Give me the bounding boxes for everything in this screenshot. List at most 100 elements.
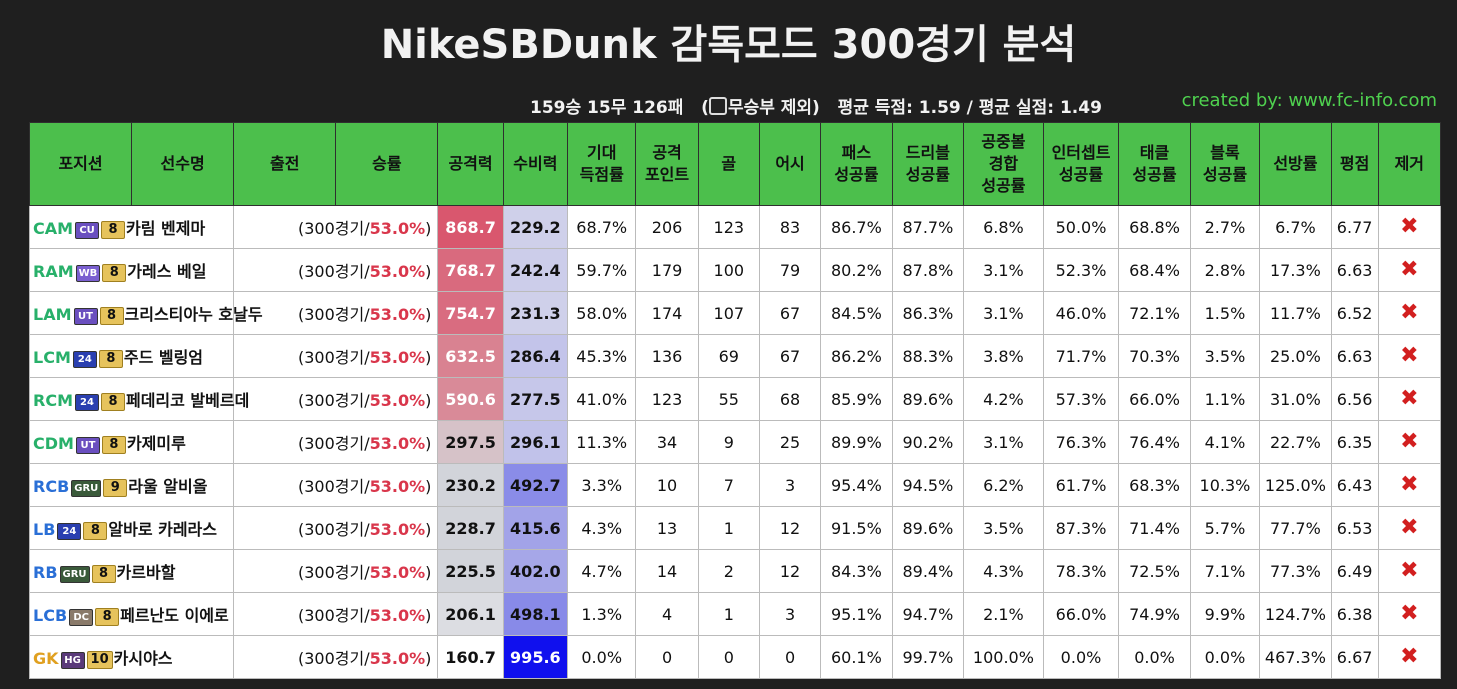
goals-value: 100 [697,248,760,292]
table-row: RCM 24 8 페데리코 발베르데 (300경기/53.0%) 590.6 277.5 41… [28,377,1442,421]
player-name[interactable]: 카르바할 [116,563,176,582]
defense-value: 402.0 [502,549,569,593]
intercept-success-value: 76.3% [1042,420,1120,464]
column-header-player-name[interactable]: 선수명 [131,122,235,206]
assists-value: 12 [758,549,822,593]
block-success-value: 0.0% [1189,635,1261,679]
player-name[interactable]: 카림 벤제마 [126,219,206,238]
column-header-tackle-success[interactable]: 태클 성공률 [1118,122,1191,206]
remove-cell[interactable]: ✖ [1377,334,1442,378]
remove-icon[interactable]: ✖ [1400,300,1419,325]
player-name-cell[interactable]: RB GRU 8 카르바할 [28,549,235,593]
player-name-cell[interactable]: LCB DC 8 페르난도 이에로 [28,592,235,636]
appearances-text: (300경기/ [297,219,370,238]
column-header-block-success[interactable]: 블록 성공률 [1189,122,1261,206]
pass-success-value: 84.3% [820,549,893,593]
credit-link[interactable]: created by: www.fc-info.com [1181,90,1437,111]
column-header-attack[interactable]: 공격력 [437,122,504,206]
defense-value: 492.7 [502,463,569,507]
remove-cell[interactable]: ✖ [1377,420,1442,464]
intercept-success-value: 78.3% [1042,549,1120,593]
remove-icon[interactable]: ✖ [1400,343,1419,368]
remove-cell[interactable]: ✖ [1377,549,1442,593]
player-name-cell[interactable]: LB 24 8 알바로 카레라스 [28,506,235,550]
column-header-attack-points[interactable]: 공격 포인트 [635,122,699,206]
assists-value: 67 [758,334,822,378]
remove-icon[interactable]: ✖ [1400,601,1419,626]
remove-cell[interactable]: ✖ [1377,248,1442,292]
rating-value: 6.77 [1330,205,1379,249]
player-name[interactable]: 페르난도 이에로 [120,606,229,625]
block-success-value: 3.5% [1189,334,1261,378]
column-header-appearances[interactable]: 출전 [233,122,337,206]
remove-cell[interactable]: ✖ [1377,291,1442,335]
remove-icon[interactable]: ✖ [1400,429,1419,454]
player-name-cell[interactable]: RCM 24 8 페데리코 발베르데 [28,377,249,421]
remove-icon[interactable]: ✖ [1400,558,1419,583]
remove-cell[interactable]: ✖ [1377,205,1442,249]
remove-icon[interactable]: ✖ [1400,644,1419,669]
player-name-cell[interactable]: LAM UT 8 크리스티아누 호날두 [28,291,263,335]
player-name-cell[interactable]: CAM CU 8 카림 벤제마 [28,205,235,249]
expected-goals-value: 45.3% [567,334,637,378]
appearances-cell: (300경기/53.0%) [233,506,439,550]
player-name[interactable]: 카제미루 [126,434,186,453]
column-header-save-rate[interactable]: 선방률 [1259,122,1332,206]
player-name[interactable]: 알바로 카레라스 [108,520,218,539]
save-rate-value: 17.3% [1259,248,1332,292]
column-header-win-rate[interactable]: 승률 [335,122,439,206]
expected-goals-value: 3.3% [567,463,637,507]
defense-value: 231.3 [502,291,569,335]
dribble-success-value: 90.2% [891,420,965,464]
column-header-intercept-success[interactable]: 인터셉트 성공률 [1042,122,1120,206]
player-name[interactable]: 크리스티아누 호날두 [124,305,263,324]
remove-cell[interactable]: ✖ [1377,635,1442,679]
draw-note: 무승부 제외) [727,98,820,118]
player-name[interactable]: 주드 벨링엄 [123,348,204,367]
intercept-success-value: 46.0% [1042,291,1120,335]
column-header-defense[interactable]: 수비력 [502,122,569,206]
remove-icon[interactable]: ✖ [1400,214,1419,239]
block-success-value: 2.8% [1189,248,1261,292]
column-header-expected-goals[interactable]: 기대 득점률 [567,122,637,206]
remove-icon[interactable]: ✖ [1400,257,1419,282]
intercept-success-value: 52.3% [1042,248,1120,292]
win-rate-value: 53.0% [369,391,426,410]
column-header-rating[interactable]: 평점 [1330,122,1379,206]
intercept-success-value: 0.0% [1042,635,1120,679]
player-name[interactable]: 카시야스 [113,649,173,668]
block-success-value: 1.1% [1189,377,1261,421]
remove-icon[interactable]: ✖ [1400,515,1419,540]
column-header-position[interactable]: 포지션 [28,122,133,206]
remove-cell[interactable]: ✖ [1377,463,1442,507]
player-name-cell[interactable]: RCB GRU 9 라울 알비올 [28,463,235,507]
column-header-pass-success[interactable]: 패스 성공률 [820,122,893,206]
column-header-assists[interactable]: 어시 [758,122,822,206]
dribble-success-value: 87.8% [891,248,965,292]
player-name[interactable]: 페데리코 발베르데 [125,391,250,410]
remove-icon[interactable]: ✖ [1400,386,1419,411]
goals-value: 9 [697,420,760,464]
remove-icon[interactable]: ✖ [1400,472,1419,497]
attack-value: 754.7 [437,291,504,335]
column-header-aerial-success[interactable]: 공중볼 경합 성공률 [963,122,1044,206]
grade-badge: 8 [102,264,127,282]
remove-cell[interactable]: ✖ [1377,506,1442,550]
remove-cell[interactable]: ✖ [1377,592,1442,636]
player-name-cell[interactable]: GK HG 10 카시야스 [28,635,235,679]
column-header-goals[interactable]: 골 [697,122,760,206]
season-badge-icon: UT [73,308,98,325]
appearances-text: (300경기/ [297,649,370,668]
attack-value: 230.2 [437,463,504,507]
column-header-remove[interactable]: 제거 [1377,122,1442,206]
player-name-cell[interactable]: CDM UT 8 카제미루 [28,420,235,464]
player-name-cell[interactable]: RAM WB 8 가레스 베일 [28,248,235,292]
remove-cell[interactable]: ✖ [1377,377,1442,421]
attack-points-value: 123 [635,377,699,421]
column-header-dribble-success[interactable]: 드리블 성공률 [891,122,965,206]
player-name[interactable]: 라울 알비올 [128,477,208,496]
player-name[interactable]: 가레스 베일 [127,262,207,281]
player-name-cell[interactable]: LCM 24 8 주드 벨링엄 [28,334,235,378]
grade-badge: 9 [103,479,128,497]
appearances-text: (300경기/ [297,520,370,539]
